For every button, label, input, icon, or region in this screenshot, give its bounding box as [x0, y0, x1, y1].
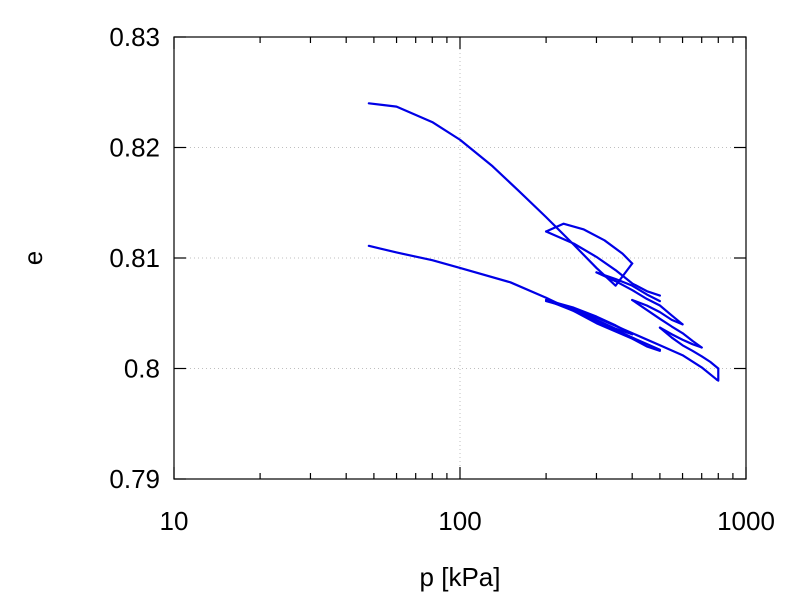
tick-labels: 0.79 0.8 0.81 0.82 0.83 10 100 1000	[109, 22, 775, 536]
grid	[174, 37, 746, 479]
y-tick-label: 0.83	[109, 22, 160, 52]
series-line	[658, 326, 703, 349]
series-line	[544, 230, 662, 297]
series-line	[631, 298, 703, 349]
x-tick-label: 1000	[717, 506, 775, 536]
series-line	[367, 244, 662, 352]
y-tick-label: 0.79	[109, 464, 160, 494]
ticks	[173, 36, 747, 480]
y-tick-label: 0.8	[124, 354, 160, 384]
x-tick-label: 100	[438, 506, 481, 536]
series-group	[367, 102, 720, 382]
series-line	[367, 102, 634, 287]
series-line	[658, 326, 720, 370]
x-axis-label: p [kPa]	[420, 562, 501, 592]
series-line	[595, 271, 684, 326]
series-line	[595, 271, 662, 303]
y-tick-label: 0.82	[109, 133, 160, 163]
y-axis-label: e	[18, 251, 48, 265]
series-line	[631, 298, 684, 326]
series-line	[544, 222, 634, 265]
x-tick-label: 10	[160, 506, 189, 536]
y-tick-label: 0.81	[109, 243, 160, 273]
